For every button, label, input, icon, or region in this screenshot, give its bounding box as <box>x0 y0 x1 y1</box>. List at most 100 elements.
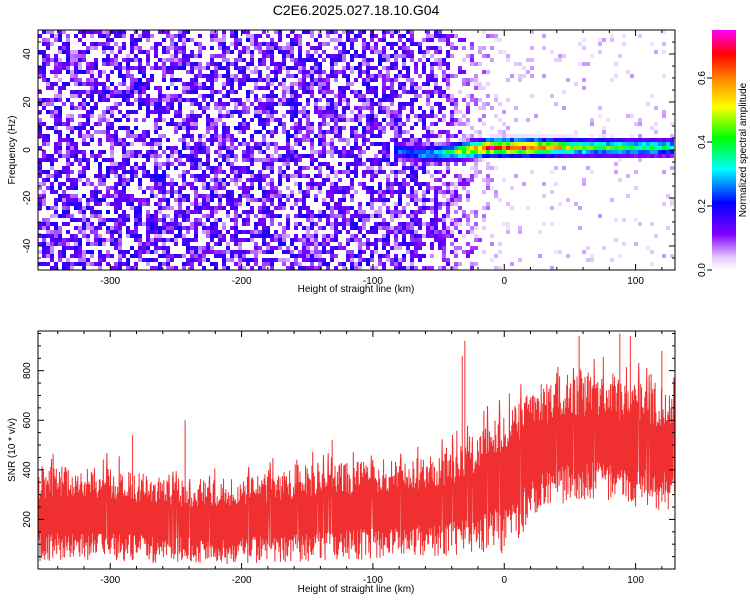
heatmap-cell <box>178 234 182 238</box>
heatmap-cell <box>294 102 298 106</box>
heatmap-cell <box>62 182 66 186</box>
heatmap-cell <box>230 42 234 46</box>
heatmap-cell <box>114 238 118 242</box>
heatmap-cell <box>70 262 74 266</box>
heatmap-cell <box>330 170 334 174</box>
heatmap-cell <box>142 70 146 74</box>
heatmap-cell <box>262 118 266 122</box>
heatmap-cell <box>418 106 422 110</box>
heatmap-cell <box>346 166 350 170</box>
heatmap-cell <box>42 50 46 54</box>
heatmap-cell <box>206 234 210 238</box>
heatmap-cell <box>454 226 458 230</box>
heatmap-cell <box>302 90 306 94</box>
heatmap-cell <box>66 222 70 226</box>
heatmap-cell <box>198 166 202 170</box>
heatmap-cell <box>446 138 450 142</box>
heatmap-cell <box>202 170 206 174</box>
heatmap-cell <box>246 258 250 262</box>
heatmap-cell <box>302 58 306 62</box>
heatmap-cell <box>254 262 258 266</box>
heatmap-cell <box>626 174 630 178</box>
heatmap-cell <box>262 186 266 190</box>
heatmap-cell <box>186 210 190 214</box>
heatmap-cell <box>622 218 626 222</box>
heatmap-cell <box>146 38 150 42</box>
heatmap-cell <box>154 242 158 246</box>
heatmap-cell <box>410 262 414 266</box>
heatmap-cell <box>122 34 126 38</box>
heatmap-cell <box>158 186 162 190</box>
heatmap-cell <box>226 134 230 138</box>
heatmap-cell <box>474 166 478 170</box>
heatmap-cell <box>242 74 246 78</box>
heatmap-cell <box>282 234 286 238</box>
heatmap-cell <box>442 142 446 146</box>
heatmap-cell <box>154 66 158 70</box>
heatmap-cell <box>614 142 618 146</box>
heatmap-cell <box>266 94 270 98</box>
heatmap-cell <box>618 138 622 142</box>
heatmap-cell <box>250 162 254 166</box>
heatmap-cell <box>182 226 186 230</box>
heatmap-cell <box>114 54 118 58</box>
heatmap-cell <box>382 222 386 226</box>
heatmap-cell <box>446 130 450 134</box>
heatmap-cell <box>270 130 274 134</box>
heatmap-cell <box>326 122 330 126</box>
heatmap-cell <box>214 242 218 246</box>
heatmap-cell <box>270 94 274 98</box>
heatmap-cell <box>254 46 258 50</box>
heatmap-cell <box>94 42 98 46</box>
heatmap-cell <box>642 138 646 142</box>
heatmap-cell <box>54 98 58 102</box>
heatmap-cell <box>214 150 218 154</box>
heatmap-cell <box>166 174 170 178</box>
heatmap-cell <box>162 190 166 194</box>
heatmap-cell <box>310 262 314 266</box>
heatmap-cell <box>406 146 410 150</box>
heatmap-cell <box>602 38 606 42</box>
heatmap-cell <box>58 150 62 154</box>
heatmap-cell <box>226 82 230 86</box>
heatmap-cell <box>282 194 286 198</box>
heatmap-cell <box>234 262 238 266</box>
heatmap-cell <box>650 94 654 98</box>
heatmap-cell <box>190 238 194 242</box>
heatmap-cell <box>466 110 470 114</box>
heatmap-cell <box>202 98 206 102</box>
heatmap-cell <box>150 194 154 198</box>
heatmap-cell <box>114 162 118 166</box>
heatmap-cell <box>530 154 534 158</box>
heatmap-cell <box>502 130 506 134</box>
heatmap-cell <box>230 178 234 182</box>
heatmap-cell <box>210 206 214 210</box>
heatmap-cell <box>318 98 322 102</box>
heatmap-cell <box>246 50 250 54</box>
heatmap-cell <box>382 238 386 242</box>
heatmap-cell <box>122 186 126 190</box>
heatmap-cell <box>78 62 82 66</box>
heatmap-cell <box>258 150 262 154</box>
heatmap-cell <box>38 70 42 74</box>
heatmap-cell <box>554 134 558 138</box>
heatmap-cell <box>474 170 478 174</box>
heatmap-cell <box>338 154 342 158</box>
heatmap-cell <box>242 186 246 190</box>
heatmap-cell <box>302 82 306 86</box>
heatmap-cell <box>58 170 62 174</box>
heatmap-cell <box>314 230 318 234</box>
heatmap-cell <box>46 250 50 254</box>
heatmap-cell <box>310 30 314 34</box>
heatmap-cell <box>122 42 126 46</box>
heatmap-cell <box>390 210 394 214</box>
heatmap-cell <box>134 110 138 114</box>
heatmap-cell <box>470 94 474 98</box>
heatmap-cell <box>86 142 90 146</box>
heatmap-cell <box>74 242 78 246</box>
heatmap-cell <box>458 150 462 154</box>
heatmap-cell <box>454 202 458 206</box>
heatmap-cell <box>402 166 406 170</box>
heatmap-cell <box>66 42 70 46</box>
heatmap-cell <box>70 50 74 54</box>
